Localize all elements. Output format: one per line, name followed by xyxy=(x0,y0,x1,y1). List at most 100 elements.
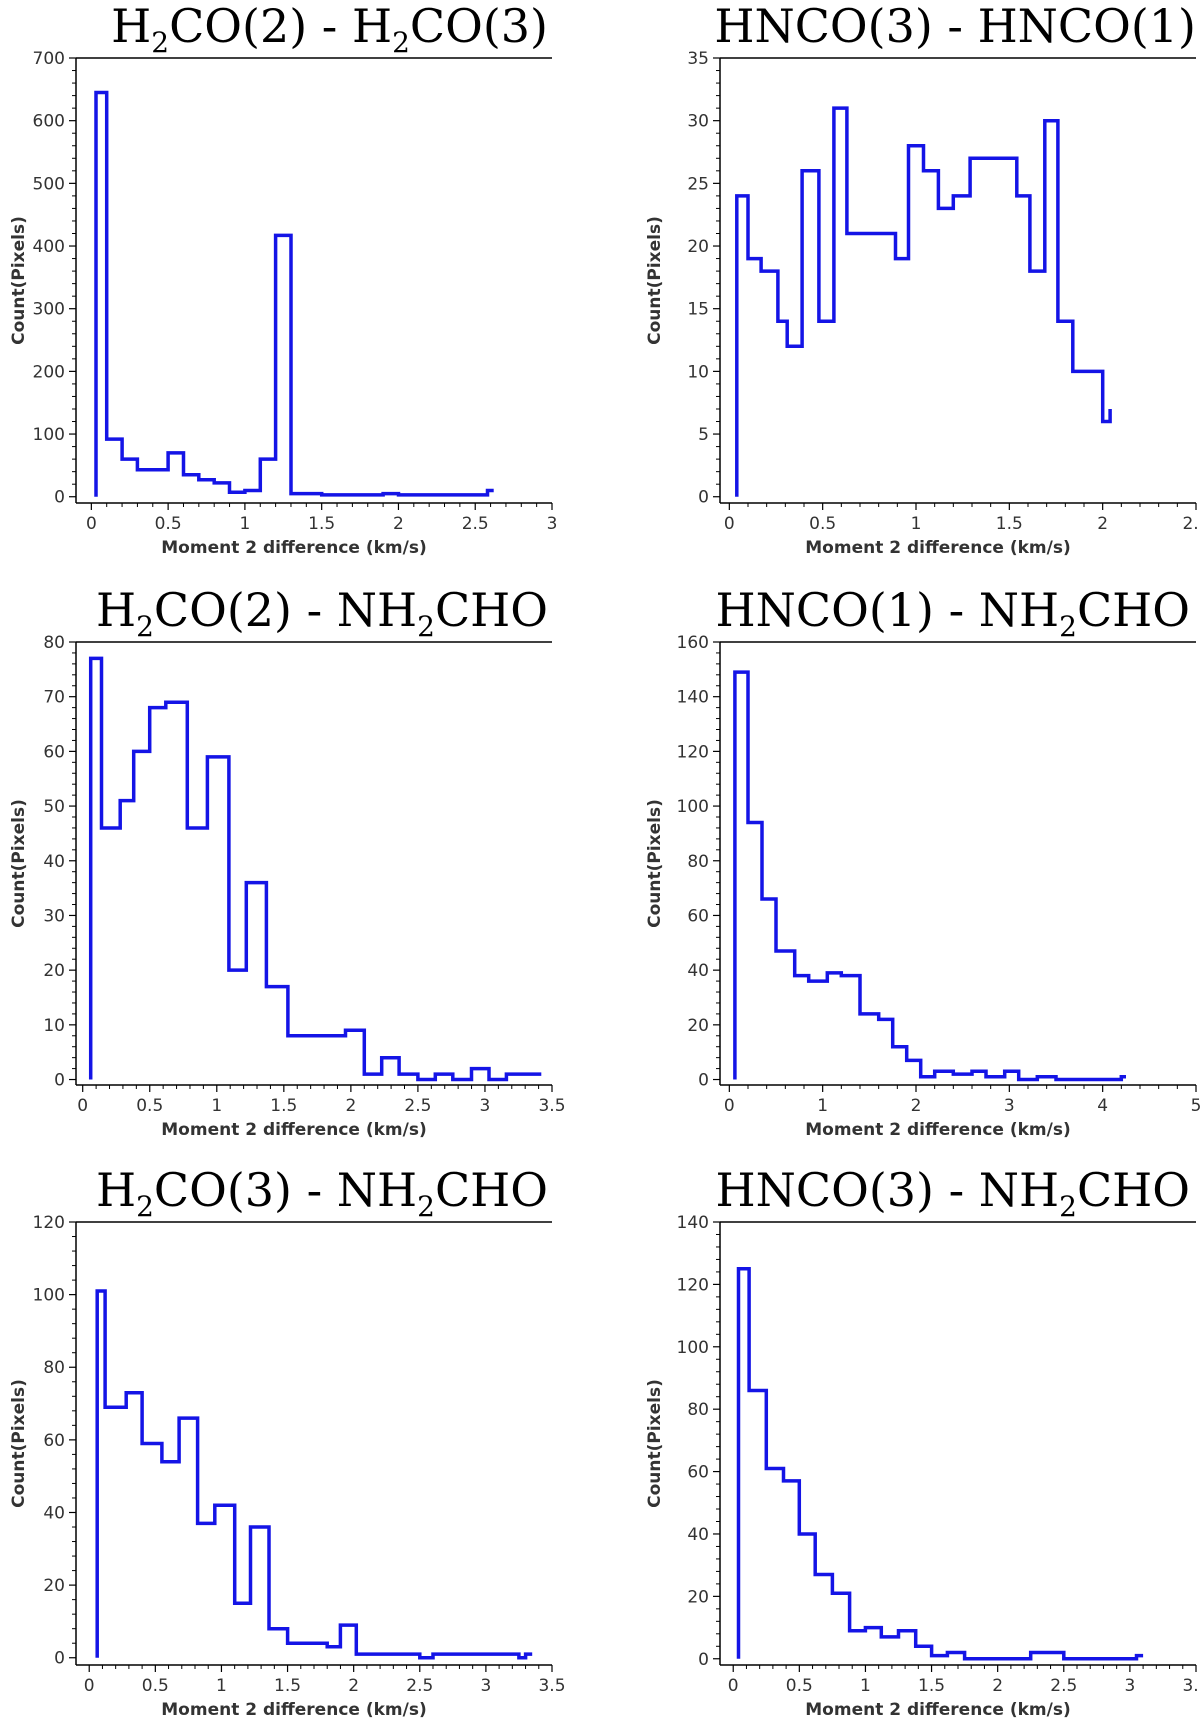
y-tick-label: 20 xyxy=(43,1576,65,1596)
y-tick-label: 200 xyxy=(33,362,65,382)
y-tick-label: 40 xyxy=(43,1503,65,1523)
y-axis-label: Count(Pixels) xyxy=(9,799,29,928)
x-tick-label: 0.5 xyxy=(142,1676,169,1696)
y-tick-label: 500 xyxy=(33,174,65,194)
x-tick-label: 3 xyxy=(1004,1096,1015,1116)
x-tick-label: 0 xyxy=(724,1096,735,1116)
x-tick-label: 2 xyxy=(348,1676,359,1696)
x-tick-label: 4 xyxy=(1097,1096,1108,1116)
x-tick-label: 1 xyxy=(211,1096,222,1116)
y-tick-label: 0 xyxy=(54,488,65,508)
x-tick-label: 2.5 xyxy=(406,1676,433,1696)
x-tick-label: 1 xyxy=(817,1096,828,1116)
x-axis-label: Moment 2 difference (km/s) xyxy=(805,1700,1070,1720)
x-tick-label: 1 xyxy=(216,1676,227,1696)
y-tick-label: 20 xyxy=(43,961,65,981)
y-tick-label: 0 xyxy=(54,1649,65,1669)
x-tick-label: 0 xyxy=(86,514,97,534)
y-tick-label: 30 xyxy=(687,112,709,132)
x-tick-label: 2 xyxy=(992,1676,1003,1696)
x-tick-label: 3 xyxy=(480,1096,491,1116)
y-tick-label: 40 xyxy=(687,1525,709,1545)
x-tick-label: 2 xyxy=(345,1096,356,1116)
x-axis-label: Moment 2 difference (km/s) xyxy=(805,538,1070,558)
y-tick-label: 80 xyxy=(687,852,709,872)
y-tick-label: 0 xyxy=(698,1071,709,1091)
y-tick-label: 120 xyxy=(33,1213,65,1233)
x-tick-label: 1.5 xyxy=(308,514,335,534)
x-tick-label: 0.5 xyxy=(155,514,182,534)
x-axis-label: Moment 2 difference (km/s) xyxy=(161,1120,426,1140)
y-tick-label: 140 xyxy=(677,1213,709,1233)
y-tick-label: 40 xyxy=(687,961,709,981)
x-axis-label: Moment 2 difference (km/s) xyxy=(805,1120,1070,1140)
x-tick-label: 1.5 xyxy=(274,1676,301,1696)
x-tick-label: 2 xyxy=(1097,514,1108,534)
histogram-step-line xyxy=(733,670,1126,1082)
y-tick-label: 160 xyxy=(677,633,709,653)
y-tick-label: 5 xyxy=(698,425,709,445)
x-tick-label: 1.5 xyxy=(918,1676,945,1696)
y-tick-label: 70 xyxy=(43,688,65,708)
x-axis-label: Moment 2 difference (km/s) xyxy=(161,1700,426,1720)
x-tick-label: 1 xyxy=(239,514,250,534)
y-tick-label: 0 xyxy=(54,1071,65,1091)
y-tick-label: 120 xyxy=(677,1275,709,1295)
x-tick-label: 0.5 xyxy=(786,1676,813,1696)
y-tick-label: 20 xyxy=(687,237,709,257)
y-axis-label: Count(Pixels) xyxy=(9,216,29,345)
y-tick-label: 120 xyxy=(677,742,709,762)
y-tick-label: 15 xyxy=(687,300,709,320)
y-tick-label: 20 xyxy=(687,1016,709,1036)
y-tick-label: 400 xyxy=(33,237,65,257)
x-tick-label: 3.5 xyxy=(1182,1676,1200,1696)
y-tick-label: 100 xyxy=(677,1338,709,1358)
chart-title: HNCO(1) - NH2CHO xyxy=(716,583,1190,643)
y-tick-label: 60 xyxy=(43,1431,65,1451)
x-tick-label: 2 xyxy=(393,514,404,534)
x-tick-label: 2.5 xyxy=(1182,514,1200,534)
chart-title: H2CO(2) - NH2CHO xyxy=(96,583,548,643)
x-tick-label: 3.5 xyxy=(538,1676,565,1696)
y-tick-label: 80 xyxy=(43,633,65,653)
y-tick-label: 20 xyxy=(687,1587,709,1607)
x-tick-label: 1 xyxy=(911,514,922,534)
x-tick-label: 1.5 xyxy=(270,1096,297,1116)
y-tick-label: 80 xyxy=(687,1400,709,1420)
y-tick-label: 600 xyxy=(33,112,65,132)
y-tick-label: 10 xyxy=(687,362,709,382)
y-axis-label: Count(Pixels) xyxy=(645,216,665,345)
y-tick-label: 40 xyxy=(43,852,65,872)
x-tick-label: 5 xyxy=(1191,1096,1200,1116)
y-tick-label: 50 xyxy=(43,797,65,817)
histogram-step-line xyxy=(95,1289,533,1660)
y-axis-label: Count(Pixels) xyxy=(645,1379,665,1508)
x-tick-label: 3 xyxy=(547,514,558,534)
x-tick-label: 0.5 xyxy=(809,514,836,534)
y-tick-label: 300 xyxy=(33,300,65,320)
y-tick-label: 80 xyxy=(43,1358,65,1378)
x-tick-label: 2.5 xyxy=(1050,1676,1077,1696)
y-tick-label: 100 xyxy=(677,797,709,817)
y-tick-label: 700 xyxy=(33,49,65,69)
y-tick-label: 100 xyxy=(33,1286,65,1306)
chart-title: HNCO(3) - HNCO(1) xyxy=(714,0,1196,53)
x-tick-label: 1.5 xyxy=(996,514,1023,534)
chart-title: H2CO(2) - H2CO(3) xyxy=(111,0,548,59)
x-tick-label: 0 xyxy=(77,1096,88,1116)
chart-title: H2CO(3) - NH2CHO xyxy=(96,1163,548,1223)
y-tick-label: 35 xyxy=(687,49,709,69)
y-tick-label: 60 xyxy=(687,1463,709,1483)
x-tick-label: 0.5 xyxy=(136,1096,163,1116)
histogram-step-line xyxy=(735,106,1112,497)
histogram-step-line xyxy=(88,656,542,1082)
y-axis-label: Count(Pixels) xyxy=(9,1379,29,1508)
x-axis-label: Moment 2 difference (km/s) xyxy=(161,538,426,558)
x-tick-label: 3 xyxy=(480,1676,491,1696)
histogram-step-line xyxy=(94,90,494,497)
y-tick-label: 0 xyxy=(698,1650,709,1670)
y-tick-label: 60 xyxy=(687,906,709,926)
x-tick-label: 0 xyxy=(724,514,735,534)
y-tick-label: 30 xyxy=(43,906,65,926)
